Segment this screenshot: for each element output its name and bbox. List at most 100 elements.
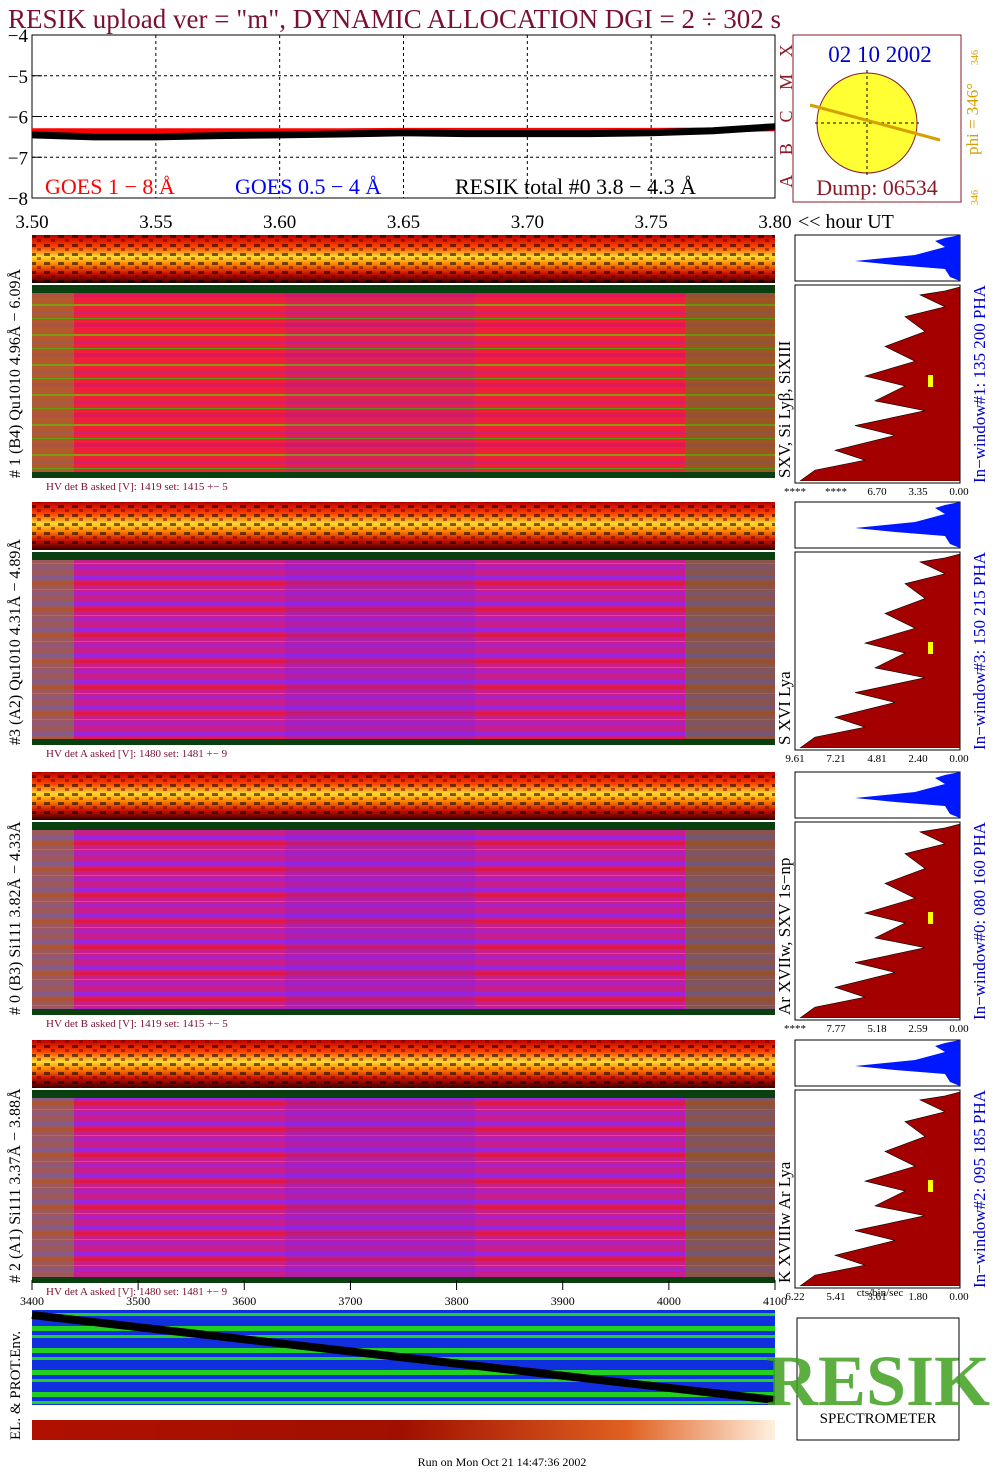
phi-small: 346 [970, 50, 981, 65]
scale-label: 9.61 [785, 753, 804, 765]
scale-label: 6.22 [785, 1291, 804, 1303]
bottom-tick-label: 4100 [763, 1294, 787, 1308]
map-edge [32, 1009, 775, 1015]
window-label: In−window#1: 135 200 PHA [970, 284, 989, 483]
line-label: K XVIIIw Ar Lya [775, 1161, 794, 1283]
footer: Run on Mon Oct 21 14:47:36 2002 [418, 1455, 587, 1469]
scale-label: 0.00 [949, 1023, 969, 1035]
x-tick-label: 3.75 [635, 212, 668, 233]
class-label: A [776, 175, 796, 188]
y-tick-label: −7 [8, 148, 28, 169]
map-edge [32, 552, 775, 560]
x-tick-label: 3.60 [263, 212, 296, 233]
map-block [285, 830, 475, 1009]
bottom-tick-label: 3900 [551, 1294, 575, 1308]
detector-label: #3 (A2) Qu1010 4.31Å − 4.89Å [6, 539, 24, 745]
marker [928, 375, 933, 387]
map-block [685, 560, 775, 739]
title: RESIK upload ver = "m", DYNAMIC ALLOCATI… [8, 4, 781, 34]
hv-text: HV det B asked [V]: 1419 set: 1415 +− 5 [46, 481, 228, 493]
map-edge [32, 1277, 775, 1283]
sun-arrow [809, 103, 941, 142]
scale-label: 0.00 [949, 1291, 969, 1303]
bottom-tick-label: 3400 [20, 1294, 44, 1308]
y-tick-label: −8 [8, 189, 28, 210]
sun-date: 02 10 2002 [828, 42, 932, 67]
legend-entry: GOES 1 − 8 Å [45, 174, 175, 199]
hv-text: HV det B asked [V]: 1419 set: 1415 +− 5 [46, 1018, 228, 1030]
env-band [32, 1420, 775, 1440]
scale-label: 6.70 [867, 486, 887, 498]
class-label: M [776, 74, 796, 90]
scale-label: 1.80 [908, 1291, 928, 1303]
scale-label: 5.41 [826, 1291, 845, 1303]
strip-noise [32, 772, 775, 820]
line-label: S XVI Lya [775, 671, 794, 745]
map-edge [32, 822, 775, 830]
legend-entry: RESIK total #0 3.8 − 4.3 Å [455, 174, 696, 199]
scale-label: 3.61 [867, 1291, 886, 1303]
line-label: SXV, Si Lyβ, SiXIII [775, 340, 794, 478]
logo-name: RESIK [766, 1341, 990, 1421]
x-tick-label: 3.70 [511, 212, 544, 233]
map-block [685, 293, 775, 472]
scale-label: 2.40 [908, 753, 928, 765]
map-block [685, 830, 775, 1009]
x-tick-label: 3.65 [387, 212, 420, 233]
scale-label: **** [825, 486, 847, 498]
scale-label: 5.18 [867, 1023, 887, 1035]
scale-label: 2.59 [908, 1023, 928, 1035]
map-block [285, 1098, 475, 1277]
scale-label: 0.00 [949, 486, 969, 498]
detector-label: # 0 (B3) Si111 3.82Å − 4.33Å [6, 821, 24, 1015]
marker [928, 1180, 933, 1192]
class-label: X [776, 44, 796, 57]
map-block [32, 830, 74, 1009]
bottom-tick-label: 4000 [657, 1294, 681, 1308]
detector-label: # 1 (B4) Qu1010 4.96Å − 6.09Å [6, 269, 24, 478]
detector-label: # 2 (A1) Si111 3.37Å − 3.88Å [6, 1088, 24, 1283]
class-label: B [776, 143, 796, 155]
hv-text: HV det A asked [V]: 1480 set: 1481 +− 9 [46, 1286, 228, 1298]
scale-label: 3.35 [908, 486, 928, 498]
map-edge [32, 285, 775, 293]
env-track [31, 1311, 776, 1404]
strip-noise [32, 502, 775, 550]
map-block [685, 1098, 775, 1277]
map-edge [32, 472, 775, 478]
y-tick-label: −4 [8, 26, 29, 47]
marker [928, 912, 933, 924]
y-tick-label: −6 [8, 108, 28, 129]
series-line [31, 123, 776, 141]
scale-label: 7.77 [826, 1023, 846, 1035]
y-tick-label: −5 [8, 67, 28, 88]
spectrum-map [32, 822, 775, 1015]
bottom-tick-label: 3600 [232, 1294, 256, 1308]
x-axis-label: << hour UT [798, 211, 894, 233]
map-edge [32, 739, 775, 745]
phi-small: 346 [970, 190, 981, 205]
map-block [285, 560, 475, 739]
bottom-tick-label: 3700 [338, 1294, 362, 1308]
dump-label: Dump: 06534 [816, 175, 938, 200]
map-block [32, 1098, 74, 1277]
spectrum-map [32, 1090, 775, 1283]
logo-text: SPECTROMETER [820, 1411, 937, 1427]
strip-noise [32, 1040, 775, 1088]
x-tick-label: 3.80 [758, 212, 791, 233]
scale-label: **** [784, 486, 806, 498]
map-block [32, 560, 74, 739]
hv-text: HV det A asked [V]: 1480 set: 1481 +− 9 [46, 748, 228, 760]
map-block [32, 293, 74, 472]
bottom-tick-label: 3500 [126, 1294, 150, 1308]
sun-box [792, 34, 962, 203]
env-label: EL. & PROT.Env. [8, 1331, 24, 1440]
spectrum-map [32, 285, 775, 478]
map-edge [32, 1090, 775, 1098]
legend-entry: GOES 0.5 − 4 Å [235, 174, 381, 199]
line-label: Ar XVIIw, SXV 1s−np [775, 858, 794, 1015]
x-tick-label: 3.50 [15, 212, 48, 233]
scale-label: 0.00 [949, 753, 969, 765]
spectrum-map [32, 552, 775, 745]
